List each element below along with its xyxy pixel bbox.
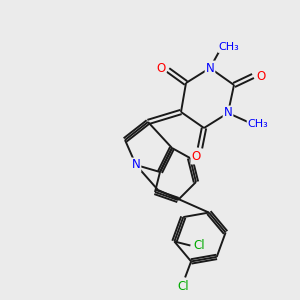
Text: N: N [224,106,232,119]
Text: N: N [206,61,214,74]
Text: O: O [156,62,166,76]
Text: Cl: Cl [194,239,205,252]
Text: CH₃: CH₃ [219,42,239,52]
Text: O: O [191,151,201,164]
Text: O: O [256,70,266,83]
Text: Cl: Cl [177,280,189,293]
Text: N: N [132,158,140,172]
Text: CH₃: CH₃ [248,119,268,129]
